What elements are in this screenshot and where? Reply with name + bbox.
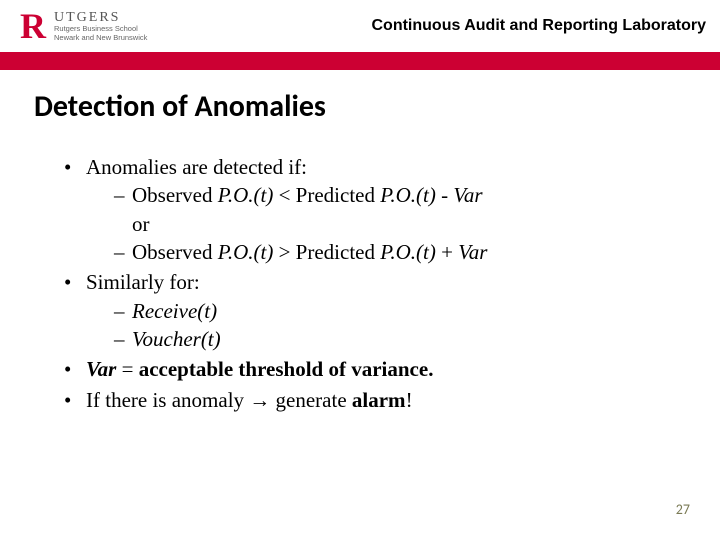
rutgers-logo-word: UTGERS bbox=[54, 10, 147, 25]
bullet-1-line2: – Observed P.O.(t) > Predicted P.O.(t) +… bbox=[114, 238, 680, 266]
lab-title: Continuous Audit and Reporting Laborator… bbox=[372, 17, 707, 35]
t: P.O.(t) bbox=[218, 240, 274, 264]
t: = bbox=[116, 357, 138, 381]
bullet-4: If there is anomaly → generate alarm! bbox=[64, 386, 680, 415]
bullet-1-sublist: – Observed P.O.(t) < Predicted P.O.(t) -… bbox=[86, 181, 680, 266]
t: P.O.(t) bbox=[380, 240, 436, 264]
arrow-icon: → bbox=[249, 389, 270, 412]
t: Voucher(t) bbox=[132, 327, 221, 351]
t: If there is anomaly bbox=[86, 388, 249, 412]
bullet-2-sublist: –Receive(t) –Voucher(t) bbox=[86, 297, 680, 354]
t: generate bbox=[270, 388, 352, 412]
page-number: 27 bbox=[676, 501, 690, 518]
t: alarm bbox=[352, 388, 406, 412]
bullet-1-or: or bbox=[114, 210, 680, 238]
bullet-2-sub2: –Voucher(t) bbox=[114, 325, 680, 353]
t: Var bbox=[86, 357, 116, 381]
bullet-list: Anomalies are detected if: – Observed P.… bbox=[64, 153, 680, 415]
t: < Predicted bbox=[273, 183, 380, 207]
t: ! bbox=[406, 388, 413, 412]
t: Observed bbox=[132, 240, 218, 264]
t: Var bbox=[458, 240, 487, 264]
t: > Predicted bbox=[273, 240, 380, 264]
t: Receive(t) bbox=[132, 299, 217, 323]
slide-title: Detection of Anomalies bbox=[0, 70, 720, 125]
bullet-2-lead: Similarly for: bbox=[86, 270, 200, 294]
header-bar: R UTGERS Rutgers Business School Newark … bbox=[0, 0, 720, 52]
bullet-3: Var = acceptable threshold of variance. bbox=[64, 355, 680, 383]
t: Observed bbox=[132, 183, 218, 207]
t: + bbox=[436, 240, 458, 264]
rutgers-logo-r: R bbox=[20, 8, 46, 44]
bullet-1: Anomalies are detected if: – Observed P.… bbox=[64, 153, 680, 266]
content-area: Anomalies are detected if: – Observed P.… bbox=[0, 125, 720, 415]
bullet-2: Similarly for: –Receive(t) –Voucher(t) bbox=[64, 268, 680, 353]
t: - bbox=[436, 183, 454, 207]
t: acceptable threshold of variance. bbox=[139, 357, 434, 381]
rutgers-sub-2: Newark and New Brunswick bbox=[54, 34, 147, 42]
red-band bbox=[0, 52, 720, 70]
t: Var bbox=[453, 183, 482, 207]
bullet-1-line1: – Observed P.O.(t) < Predicted P.O.(t) -… bbox=[114, 181, 680, 209]
bullet-2-sub1: –Receive(t) bbox=[114, 297, 680, 325]
bullet-1-lead: Anomalies are detected if: bbox=[86, 155, 307, 179]
rutgers-logo-text: UTGERS Rutgers Business School Newark an… bbox=[54, 10, 147, 42]
rutgers-logo: R UTGERS Rutgers Business School Newark … bbox=[20, 8, 147, 44]
t: P.O.(t) bbox=[380, 183, 436, 207]
t: P.O.(t) bbox=[218, 183, 274, 207]
